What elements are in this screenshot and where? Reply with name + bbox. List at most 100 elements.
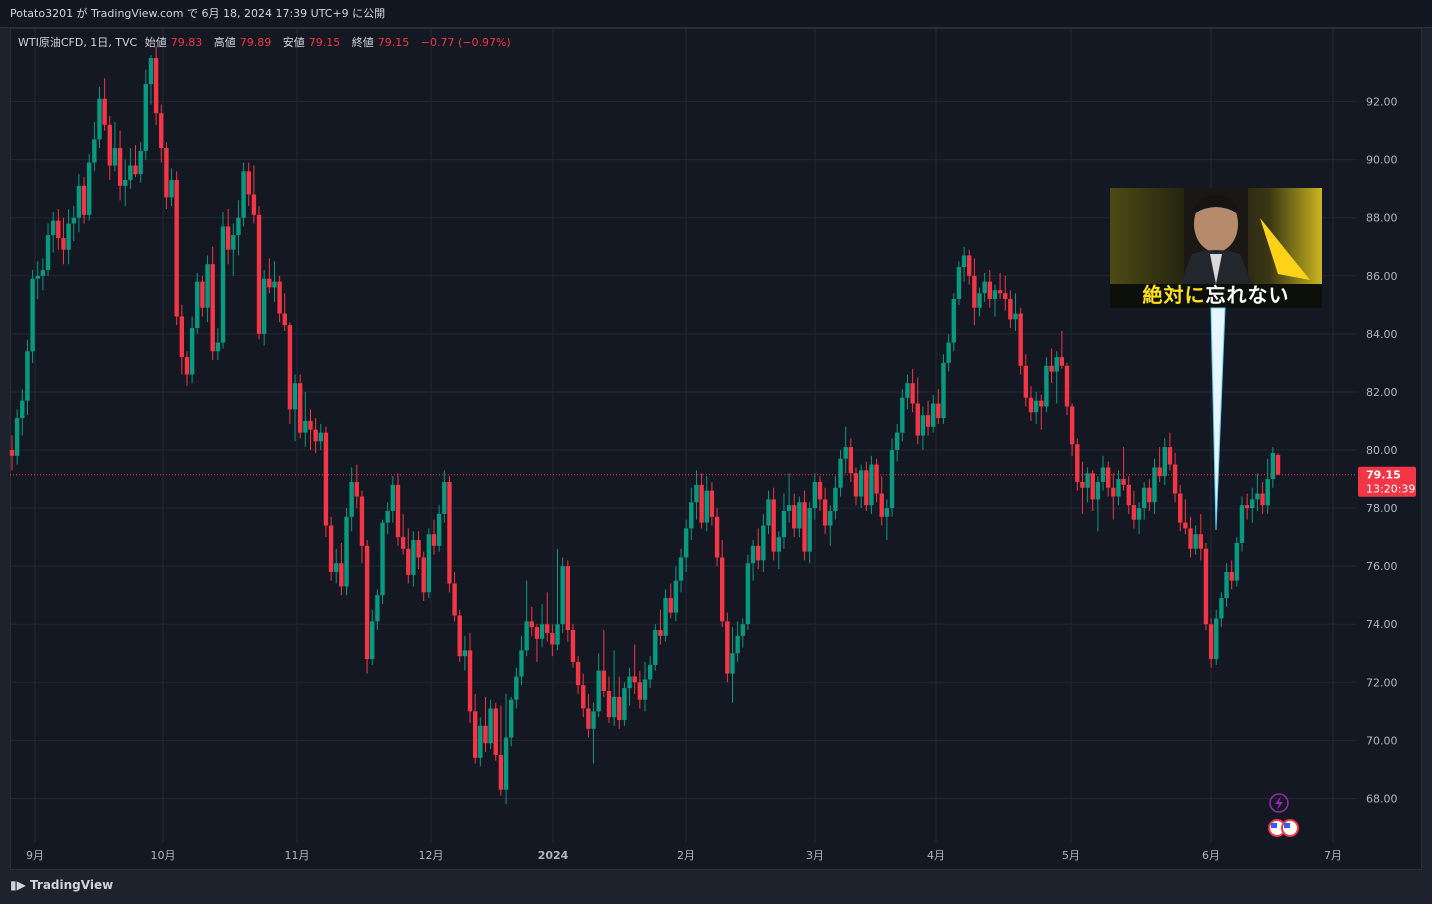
candle-body [719,557,725,622]
candle-body [297,383,303,433]
candle [879,476,884,526]
thumbnail-figure [1180,188,1310,284]
candle [225,209,231,265]
legend-high-label: 高値 [213,36,236,49]
candle [1136,502,1142,535]
candle [400,513,406,555]
candle [632,644,637,694]
candle-body [1172,464,1178,494]
y-tick-label: 70.00 [1366,734,1398,747]
candle [159,104,164,163]
candle [539,603,545,648]
candle-body [261,278,267,334]
thumbnail-overlay[interactable]: 絶対に忘れない [1110,188,1322,308]
candle [112,121,118,172]
lightning-icon[interactable] [1269,793,1289,813]
candle-body [807,508,812,552]
candle [1188,516,1193,558]
candle [35,261,40,300]
candle-body [205,264,210,308]
candle [807,502,812,564]
candle [143,69,149,160]
candle-body [786,505,792,511]
tradingview-logo[interactable]: ▮▶ TradingView [10,878,113,892]
candle [771,487,776,561]
chart-panel[interactable] [10,28,1422,870]
publish-line: Potato3201 が TradingView.com で 6月 18, 20… [0,0,1432,28]
x-tick-label: 6月 [1202,849,1220,862]
candle-body [133,165,138,175]
candle [1183,499,1188,535]
candle [730,627,735,703]
candle-body [14,418,20,456]
candle [617,676,622,729]
candle [1131,490,1137,529]
candle-body [318,432,323,442]
candle [1033,391,1039,424]
candle-body [436,513,442,546]
candle-body [894,432,900,451]
candle-body [1069,406,1075,445]
candle [529,606,534,636]
candle-body [411,540,416,575]
price-tag-box [1358,466,1416,497]
candle [719,540,725,628]
candle-body [740,624,745,636]
candle-body [272,281,277,288]
thumbnail-image [1110,188,1322,284]
candle-body [817,481,823,500]
candle-body [647,664,653,680]
candle-body [524,621,529,651]
candle [272,261,277,302]
candle-body [323,432,329,526]
candle-body [951,299,956,343]
candle-body [1116,479,1121,497]
candle [673,566,679,622]
candle-body [267,278,272,288]
candle-body [102,98,107,125]
us-flag-icon[interactable] [1268,819,1299,837]
candle-body [416,540,421,558]
candle-body [699,484,704,523]
candle-body [591,711,596,729]
candle-body [1111,487,1116,497]
candle [189,316,195,384]
candle [967,249,972,285]
candle [195,272,200,334]
candle [359,490,365,564]
candle-body [159,113,164,149]
candle [164,142,169,210]
candle-body [1131,505,1137,520]
candle [560,557,565,633]
candle-body [1080,481,1085,488]
candle [503,693,509,805]
candle [627,667,632,706]
candle [987,269,993,308]
candle-body [40,269,46,276]
candle-body [689,502,694,529]
candle-body [143,84,149,151]
candle [864,461,869,511]
candle [81,177,87,224]
candle-body [1013,313,1018,320]
candle-body [910,383,915,404]
candle [606,676,612,723]
candle-body [601,670,607,692]
candle-body [400,537,406,549]
candle-body [1239,505,1245,543]
legend-change: −0.77 (−0.97%) [420,36,511,49]
candle [1214,609,1219,665]
candle-body [617,696,622,721]
candle [833,476,838,520]
candle [658,609,663,645]
candle [169,168,174,207]
candle-body [1265,479,1270,506]
candle [622,682,627,726]
candle-body [884,508,890,517]
candle [1121,447,1126,491]
candle-body [282,313,287,326]
candle-body [550,632,555,645]
candle [431,519,437,555]
candle [812,473,818,520]
